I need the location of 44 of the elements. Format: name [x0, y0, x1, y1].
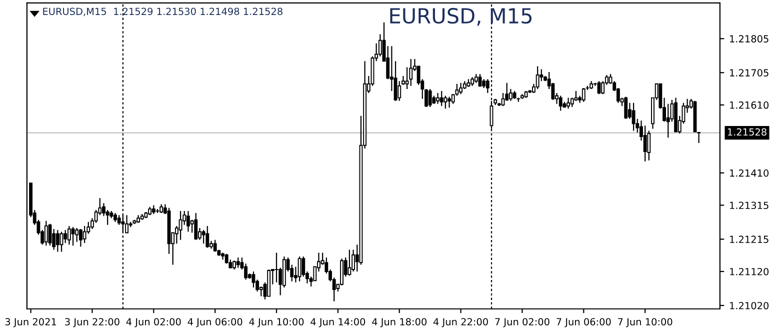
candlestick — [520, 94, 524, 100]
candlestick — [114, 212, 117, 222]
candlestick — [448, 96, 451, 108]
y-tick-label: 1.21215 — [730, 236, 768, 244]
ref-line-label: 1.21528 — [728, 128, 766, 136]
y-tick-label: 1.21020 — [730, 302, 769, 310]
y-tick-label: 1.21805 — [730, 35, 768, 42]
candlestick — [436, 92, 440, 104]
x-tick-label: 4 Jun 22:00 — [433, 318, 488, 328]
annotation: EURUSD,M15 1.21529 1.21530 1.21498 1.21528 — [43, 8, 282, 16]
chart-title: EURUSD, M15 — [390, 8, 532, 26]
x-tick-label: 3 Jun 22:00 — [65, 318, 120, 328]
x-tick-label: 7 Jun 02:00 — [495, 318, 550, 328]
candlestick — [536, 66, 540, 90]
candlestick — [136, 214, 140, 224]
candlestick — [440, 90, 444, 107]
x-tick-label: 4 Jun 02:00 — [126, 318, 181, 328]
x-tick-label: 3 Jun 2021 — [5, 318, 56, 328]
candlestick — [82, 225, 86, 244]
x-tick-label: 7 Jun 06:00 — [556, 318, 611, 328]
candlestick — [632, 102, 636, 132]
candlestick — [75, 227, 79, 242]
candlestick — [566, 97, 570, 110]
candlestick — [56, 229, 60, 252]
candlestick — [232, 260, 236, 270]
candlestick — [221, 252, 224, 260]
candlestick — [186, 210, 190, 232]
candlestick — [78, 228, 82, 248]
y-tick-label: 1.21705 — [730, 69, 768, 76]
y-tick-label: 1.21610 — [730, 101, 769, 109]
x-tick-label: 7 Jun 10:00 — [618, 318, 672, 328]
candlestick — [202, 229, 206, 244]
y-tick-label: 1.21120 — [730, 268, 769, 276]
x-tick-label: 4 Jun 18:00 — [372, 318, 427, 328]
candlestick — [409, 58, 413, 86]
y-tick-label: 1.21410 — [730, 169, 769, 177]
candlestick — [674, 97, 678, 132]
x-tick-label: 4 Jun 14:00 — [310, 318, 366, 328]
candlestick — [348, 249, 352, 276]
candlestick — [459, 82, 463, 95]
y-tick-label: 1.21315 — [730, 202, 768, 210]
x-tick-label: 4 Jun 06:00 — [188, 318, 242, 328]
candlestick — [394, 60, 398, 102]
x-tick-label: 4 Jun 10:00 — [249, 318, 304, 328]
